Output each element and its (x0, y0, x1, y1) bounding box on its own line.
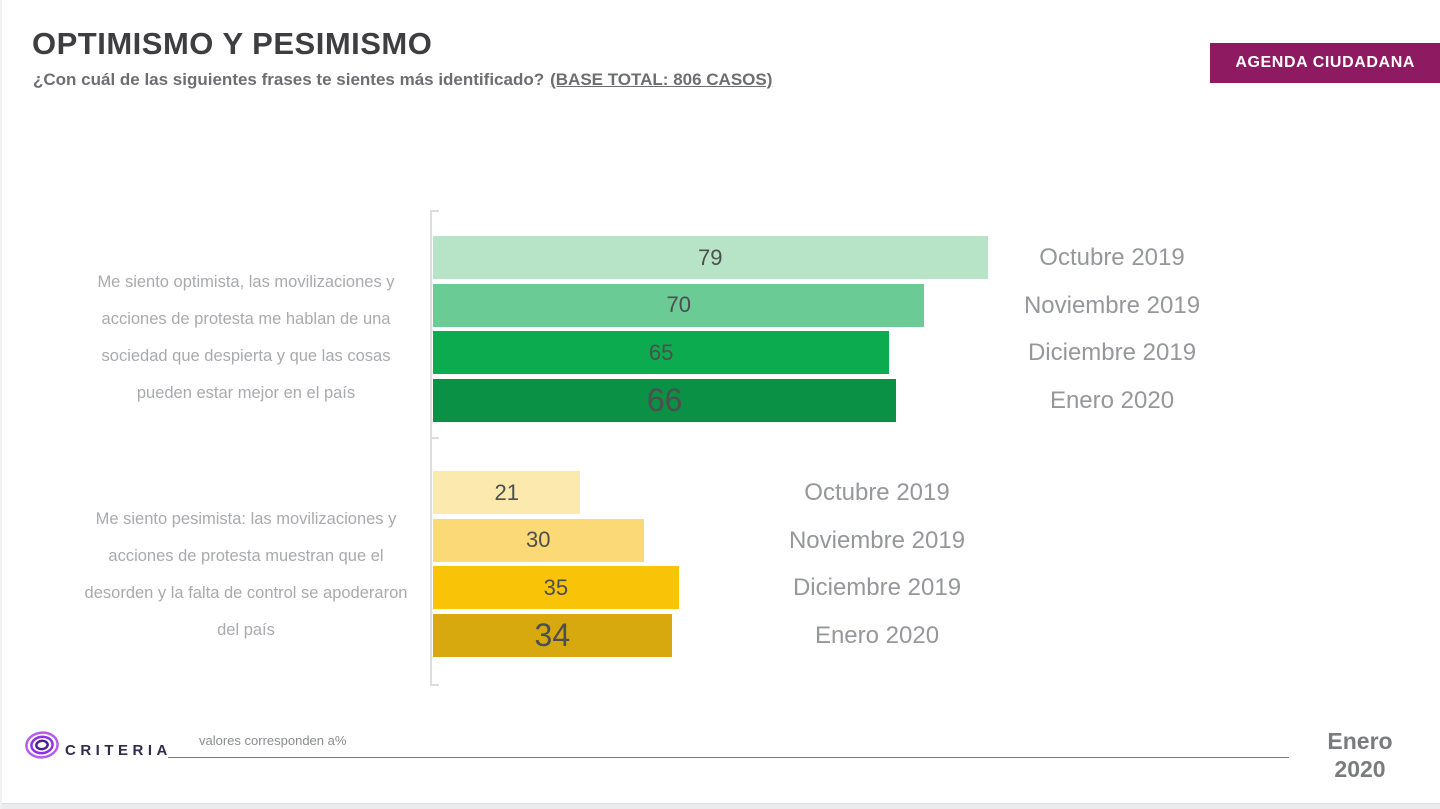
bar-value: 66 (646, 381, 683, 418)
survey-question: ¿Con cuál de las siguientes frases te si… (33, 70, 772, 90)
footer-divider-line (168, 757, 1289, 758)
axis-tick-bottom (430, 684, 439, 686)
criteria-brand-text: CRITERIA (65, 742, 172, 759)
values-note: valores corresponden a% (199, 733, 347, 748)
bar-value: 70 (666, 292, 691, 317)
bar-value: 35 (543, 574, 569, 600)
bar-value: 79 (698, 244, 723, 270)
axis-tick-top (430, 210, 439, 212)
base-total: (BASE TOTAL: 806 CASOS) (550, 70, 773, 89)
category-label-optimista-2: Diciembre 2019 (1027, 339, 1197, 366)
category-label-pesimista-1: Noviembre 2019 (788, 526, 966, 554)
bar-value: 34 (534, 616, 571, 653)
slide-bottom-edge (2, 803, 1440, 809)
bar-value: 21 (494, 479, 519, 505)
category-label-optimista-3: Enero 2020 (1049, 386, 1175, 414)
pessimism-statement: Me siento pesimista: las movilizaciones … (84, 510, 408, 639)
agenda-ciudadana-badge: AGENDA CIUDADANA (1210, 43, 1440, 83)
category-label-optimista-1: Noviembre 2019 (1023, 291, 1201, 319)
chart-axis (430, 210, 432, 685)
bar-value: 30 (526, 527, 551, 552)
bar-optimista-3: 66 (433, 378, 897, 422)
bar-pesimista-1: 30 (433, 518, 644, 562)
category-label-pesimista-3: Enero 2020 (814, 621, 940, 649)
survey-question-text: ¿Con cuál de las siguientes frases te si… (33, 70, 545, 89)
report-date: Enero 2020 (1327, 728, 1393, 782)
bar-pesimista-2: 35 (433, 566, 679, 609)
optimism-statement: Me siento optimista, las movilizaciones … (97, 273, 395, 402)
bar-value: 65 (648, 339, 674, 365)
category-label-pesimista-2: Diciembre 2019 (792, 574, 962, 601)
bar-pesimista-3: 34 (433, 613, 672, 657)
bar-optimista-0: 79 (433, 236, 988, 279)
bar-optimista-1: 70 (433, 283, 925, 327)
axis-tick-middle (430, 437, 439, 439)
page-title: OPTIMISMO Y PESIMISMO (32, 26, 433, 61)
bar-optimista-2: 65 (433, 331, 890, 374)
category-label-optimista-0: Octubre 2019 (1039, 244, 1185, 271)
criteria-logo-icon (25, 731, 59, 759)
bar-pesimista-0: 21 (433, 471, 581, 514)
category-label-pesimista-0: Octubre 2019 (804, 479, 950, 506)
